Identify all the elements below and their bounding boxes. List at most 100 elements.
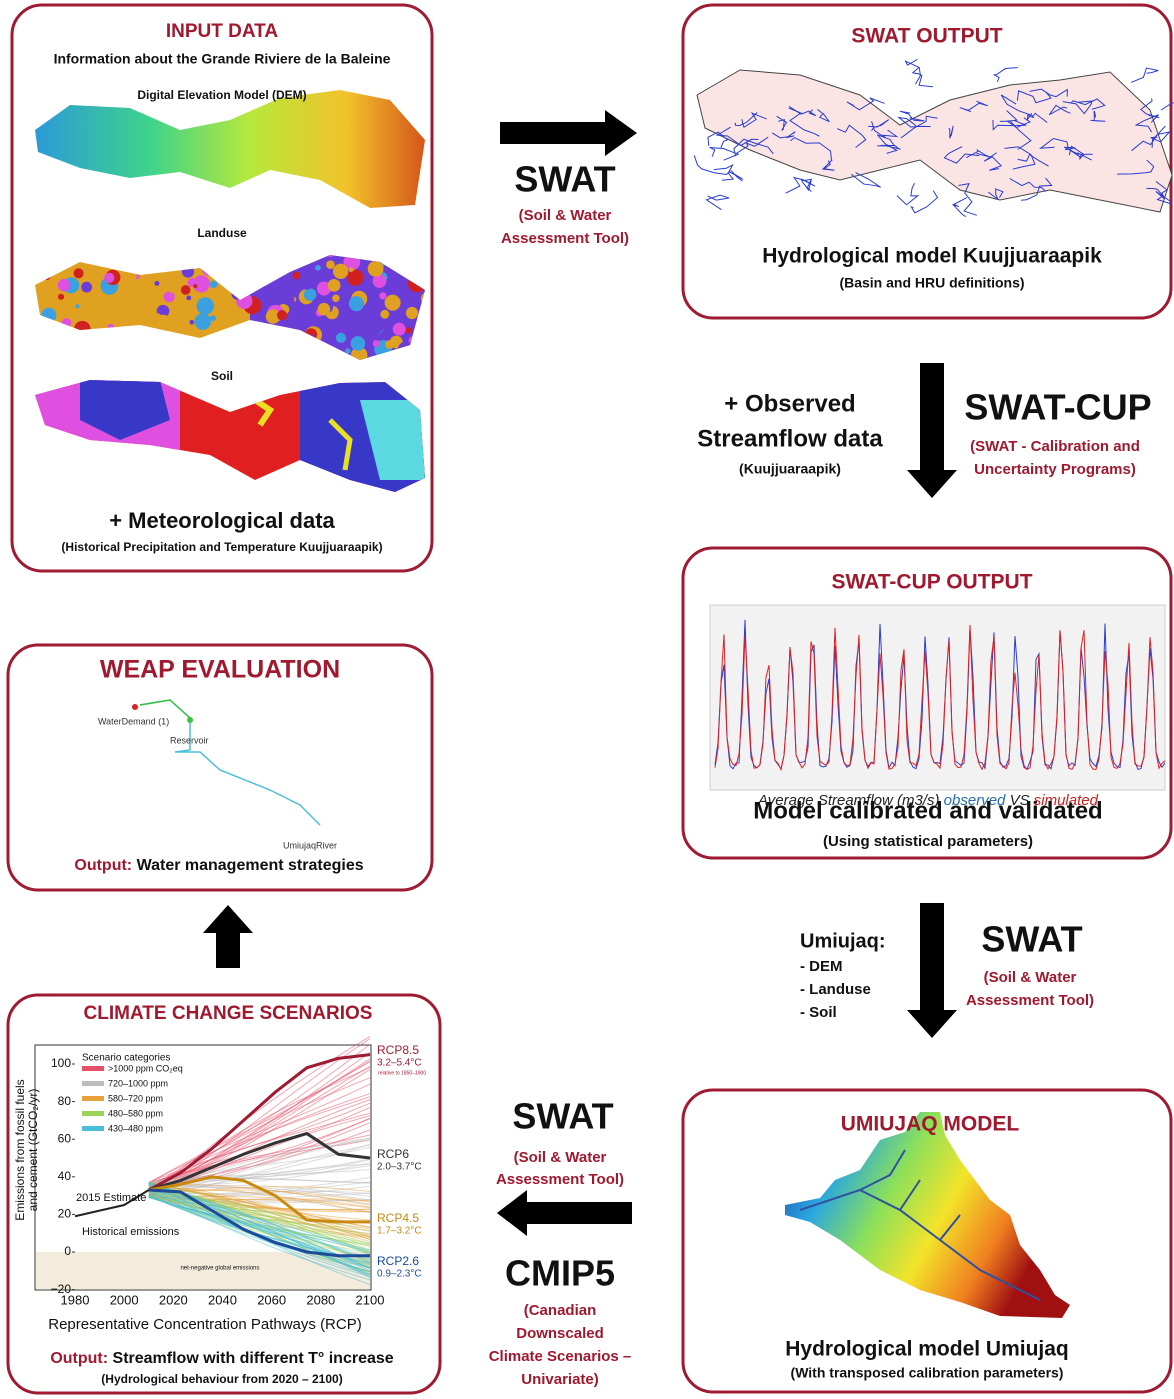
x-tick-label: 2060 <box>257 1292 286 1307</box>
tool-name: SWAT <box>512 1096 613 1137</box>
landuse-patch <box>347 269 364 286</box>
map-label: Soil <box>211 369 233 383</box>
node-label: WaterDemand (1) <box>98 716 169 726</box>
box-title: WEAP EVALUATION <box>100 656 340 684</box>
diagram: INPUT DATA Information about the Grande R… <box>0 0 1174 1399</box>
box-title: INPUT DATA <box>166 21 279 42</box>
legend-label: 430–480 ppm <box>108 1123 163 1133</box>
arrow-right <box>500 110 637 156</box>
step-input: Umiujaq: <box>800 930 886 952</box>
arrow-down <box>907 903 957 1038</box>
landuse-patch <box>380 310 389 319</box>
caption: Hydrological model Kuujjuaraapik <box>762 245 1102 268</box>
landuse-patch <box>277 310 287 320</box>
arrow-up <box>203 905 253 968</box>
tool-note: (Canadian <box>524 1302 597 1319</box>
y-tick-label: 100 <box>51 1056 71 1070</box>
landuse-patch <box>373 340 380 347</box>
legend-label: 720–1000 ppm <box>108 1078 168 1088</box>
step-input: Streamflow data <box>697 425 883 452</box>
step-item: - Landuse <box>800 981 871 998</box>
landuse-patch <box>379 292 386 299</box>
landuse-patch <box>155 315 171 331</box>
output-line: Output: Streamflow with different T° inc… <box>50 1350 393 1367</box>
box-title: SWAT-CUP OUTPUT <box>831 571 1032 594</box>
legend-swatch <box>82 1066 104 1071</box>
x-tick-label: 2100 <box>356 1292 385 1307</box>
landuse-patch <box>168 286 175 293</box>
tool-name: CMIP5 <box>505 1253 615 1294</box>
label: Information about the Grande Riviere de … <box>54 51 391 67</box>
landuse-patch <box>194 313 211 330</box>
tool-note: Univariate) <box>521 1371 599 1388</box>
map-label: Digital Elevation Model (DEM) <box>137 88 306 102</box>
tool-note: Assessment Tool) <box>501 230 629 247</box>
note: (Using statistical parameters) <box>823 833 1033 850</box>
node-label: Reservoir <box>170 735 209 745</box>
caption: + Meteorological data <box>109 508 335 533</box>
output-label: Output: <box>74 857 132 874</box>
step-item: - DEM <box>800 958 843 975</box>
landuse-patch <box>81 282 92 293</box>
landuse-patch <box>368 261 384 277</box>
note: (Basin and HRU definitions) <box>839 275 1024 291</box>
y-tick-label: 60 <box>58 1131 72 1145</box>
pathway-name: RCP6 <box>377 1147 409 1161</box>
step-note: (Kuujjuaraapik) <box>739 461 841 477</box>
landuse-patch <box>181 285 191 295</box>
landuse-patch <box>283 294 295 306</box>
landuse-patch <box>351 336 366 351</box>
landuse-patch <box>385 340 394 349</box>
landuse-patch <box>406 327 412 333</box>
tool-note: Climate Scenarios – <box>489 1348 632 1365</box>
landuse-patch <box>186 295 191 300</box>
note: (Hydrological behaviour from 2020 – 2100… <box>101 1372 342 1386</box>
note: (Historical Precipitation and Temperatur… <box>61 540 382 554</box>
y-tick-label: 20 <box>58 1207 72 1221</box>
x-tick-label: 2000 <box>110 1292 139 1307</box>
caption: Hydrological model Umiujaq <box>785 1338 1069 1361</box>
legend-label: 480–580 ppm <box>108 1108 163 1118</box>
box-title: CLIMATE CHANGE SCENARIOS <box>84 1003 373 1024</box>
annotation: Historical emissions <box>82 1226 180 1238</box>
box-title: SWAT OUTPUT <box>851 25 1002 48</box>
map-label: Landuse <box>197 226 247 240</box>
x-axis-label: Representative Concentration Pathways (R… <box>48 1316 361 1333</box>
landuse-patch <box>349 296 364 311</box>
landuse-patch <box>293 272 301 280</box>
legend-swatch <box>82 1111 104 1116</box>
landuse-patch <box>315 265 321 271</box>
annotation: relative to 1850–1900 <box>378 1070 426 1076</box>
landuse-patch <box>74 268 84 278</box>
arrow-left <box>497 1190 632 1236</box>
legend-title: Scenario categories <box>82 1053 170 1064</box>
tool-note: (Soil & Water <box>514 1149 607 1166</box>
pathway-range: 3.2–5.4°C <box>377 1058 422 1069</box>
output-label: Output: <box>50 1350 108 1367</box>
pathway-name: RCP8.5 <box>377 1043 419 1057</box>
weap-node <box>132 704 138 710</box>
weap-node <box>187 717 193 723</box>
landuse-patch <box>406 307 418 319</box>
annotation: 2015 Estimate <box>76 1192 146 1204</box>
legend-label: >1000 ppm CO₂eq <box>108 1063 183 1073</box>
pathway-range: 0.9–2.3°C <box>377 1269 422 1280</box>
landuse-patch <box>332 295 339 302</box>
landuse-patch <box>362 285 368 291</box>
output-line: Output: Water management strategies <box>74 857 363 874</box>
box-title: UMIUJAQ MODEL <box>841 1113 1020 1136</box>
tool-name: SWAT <box>514 159 615 200</box>
landuse-patch <box>326 260 335 269</box>
tool-note: Assessment Tool) <box>966 992 1094 1009</box>
note: (With transposed calibration parameters) <box>791 1365 1064 1381</box>
x-tick-label: 2040 <box>208 1292 237 1307</box>
legend-swatch <box>82 1096 104 1101</box>
landuse-patch <box>399 289 413 303</box>
x-tick-label: 2080 <box>306 1292 335 1307</box>
landuse-patch <box>333 264 348 279</box>
y-tick-label: 80 <box>58 1094 72 1108</box>
arrow-down <box>907 363 957 498</box>
landuse-patch <box>189 320 194 325</box>
y-tick-label: 0 <box>64 1244 71 1258</box>
output-text: Water management strategies <box>137 857 364 874</box>
